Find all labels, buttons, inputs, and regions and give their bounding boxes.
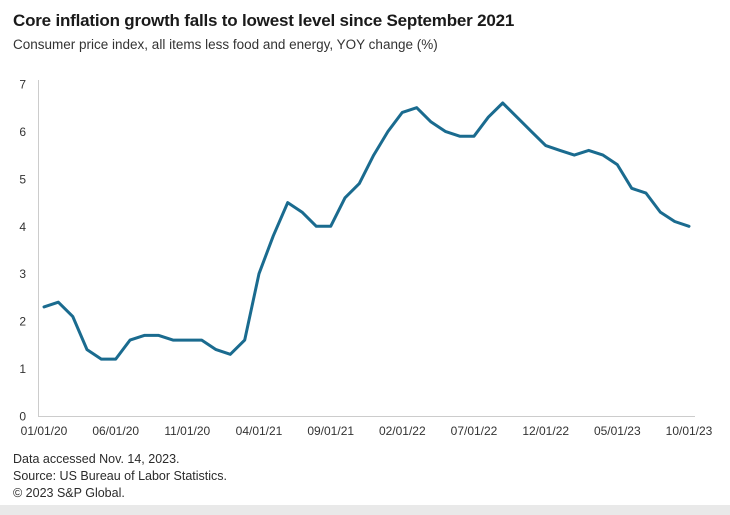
x-tick-label: 06/01/20 [92, 424, 139, 438]
footnote-source: Source: US Bureau of Labor Statistics. [13, 469, 227, 483]
y-tick-label: 2 [19, 315, 26, 329]
y-tick-label: 5 [19, 172, 26, 186]
x-tick-label: 02/01/22 [379, 424, 426, 438]
core-inflation-line [42, 101, 691, 361]
y-axis-tick-labels: 0 1 2 3 4 5 6 7 [19, 78, 26, 424]
x-tick-label: 01/01/20 [21, 424, 68, 438]
y-tick-label: 6 [19, 125, 26, 139]
x-tick-label: 05/01/23 [594, 424, 641, 438]
y-tick-label: 7 [19, 78, 26, 92]
y-tick-label: 3 [19, 267, 26, 281]
bottom-edge-strip [0, 505, 730, 515]
chart-subtitle: Consumer price index, all items less foo… [13, 37, 438, 52]
footnote-copyright: © 2023 S&P Global. [13, 486, 125, 500]
footnote-data-accessed: Data accessed Nov. 14, 2023. [13, 452, 180, 466]
footnotes: Data accessed Nov. 14, 2023. Source: US … [13, 451, 227, 502]
x-tick-label: 10/01/23 [666, 424, 713, 438]
y-tick-label: 4 [19, 220, 26, 234]
x-tick-label: 04/01/21 [236, 424, 283, 438]
x-tick-label: 07/01/22 [451, 424, 498, 438]
x-tick-label: 09/01/21 [307, 424, 354, 438]
x-tick-label: 12/01/22 [522, 424, 569, 438]
x-tick-label: 11/01/20 [164, 424, 210, 438]
x-axis-tick-labels: 01/01/20 06/01/20 11/01/20 04/01/21 09/01/21… [21, 424, 713, 438]
y-tick-label: 1 [19, 362, 26, 376]
chart-title: Core inflation growth falls to lowest le… [13, 11, 515, 30]
y-tick-label: 0 [19, 410, 26, 424]
